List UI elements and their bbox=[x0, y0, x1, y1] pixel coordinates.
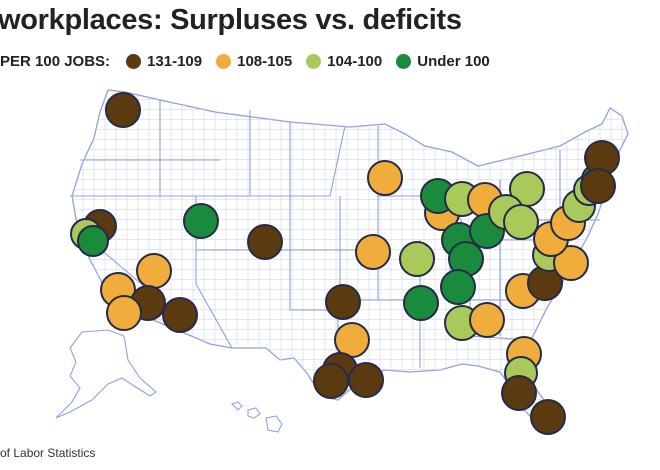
bubble-131-109 bbox=[348, 362, 384, 398]
bubble-under-100 bbox=[77, 225, 109, 257]
bubble-108-105 bbox=[355, 234, 391, 270]
legend-swatch-under-100 bbox=[396, 53, 412, 69]
bubble-104-100 bbox=[399, 241, 435, 277]
bubble-131-109 bbox=[105, 92, 141, 128]
bubble-108-105 bbox=[367, 160, 403, 196]
bubble-108-105 bbox=[553, 245, 589, 281]
bubble-104-100 bbox=[503, 204, 539, 240]
bubble-131-109 bbox=[313, 363, 349, 399]
legend-item-label: Under 100 bbox=[417, 52, 490, 70]
hawaii-outline bbox=[230, 401, 283, 433]
bubble-131-109 bbox=[325, 284, 361, 320]
legend-swatch-104-100 bbox=[306, 53, 322, 69]
bubble-108-105 bbox=[136, 253, 172, 289]
bubble-131-109 bbox=[247, 224, 283, 260]
alaska-outline bbox=[55, 329, 157, 419]
bubble-108-105 bbox=[106, 295, 142, 331]
legend-swatch-108-105 bbox=[216, 53, 232, 69]
legend-item-label: 104-100 bbox=[327, 52, 383, 70]
legend-item-label: 108-105 bbox=[237, 52, 293, 70]
bubble-under-100 bbox=[183, 203, 219, 239]
bubble-under-100 bbox=[440, 269, 476, 305]
legend-swatch-131-109 bbox=[126, 53, 142, 69]
bubble-108-105 bbox=[334, 322, 370, 358]
legend: PER 100 JOBS: 131-109 108-105 104-100 Un… bbox=[0, 51, 504, 71]
legend-item-under-100: Under 100 bbox=[396, 53, 490, 70]
bubble-under-100 bbox=[403, 285, 439, 321]
legend-item-104-100: 104-100 bbox=[306, 53, 382, 70]
legend-label: PER 100 JOBS: bbox=[0, 52, 111, 70]
bubble-131-109 bbox=[530, 399, 566, 435]
legend-item-108-105: 108-105 bbox=[216, 53, 292, 70]
bubbles bbox=[70, 92, 620, 435]
legend-item-label: 131-109 bbox=[147, 52, 203, 70]
bubble-131-109 bbox=[162, 297, 198, 333]
bubble-108-105 bbox=[469, 302, 505, 338]
source-note: of Labor Statistics bbox=[0, 446, 96, 460]
map-title: workplaces: Surpluses vs. deficits bbox=[0, 4, 462, 36]
bubble-131-109 bbox=[501, 375, 537, 411]
legend-item-131-109: 131-109 bbox=[126, 53, 202, 70]
bubble-131-109 bbox=[580, 168, 616, 204]
